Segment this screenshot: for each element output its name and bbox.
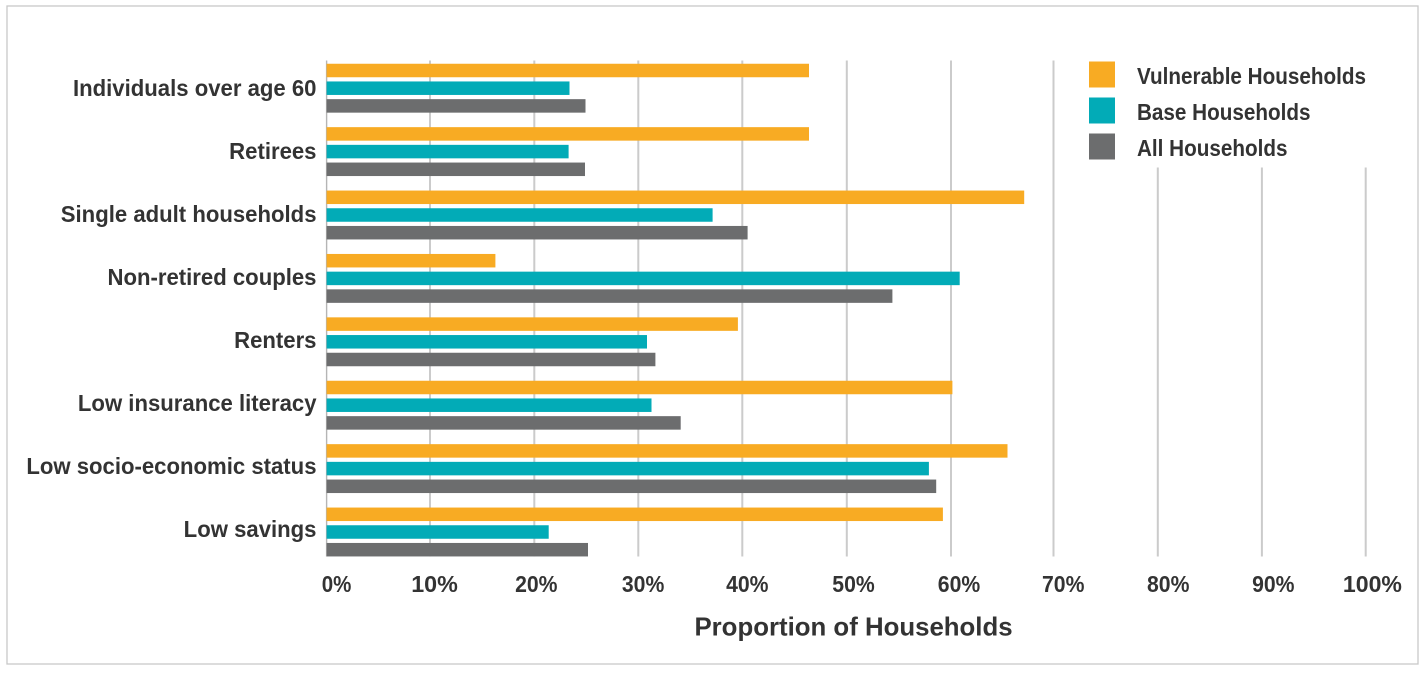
svg-text:Vulnerable Households: Vulnerable Households [1137,63,1366,89]
svg-text:20%: 20% [515,571,558,597]
svg-text:Single adult households: Single adult households [61,200,317,227]
svg-text:Non-retired couples: Non-retired couples [107,263,316,290]
svg-text:Renters: Renters [234,326,316,353]
svg-text:10%: 10% [411,571,458,597]
svg-text:30%: 30% [622,571,665,597]
svg-text:60%: 60% [938,571,981,597]
svg-text:80%: 80% [1147,571,1190,597]
svg-text:100%: 100% [1343,571,1402,597]
svg-text:0%: 0% [322,571,352,598]
svg-text:Low insurance literacy: Low insurance literacy [78,389,317,416]
svg-text:Low socio-economic status: Low socio-economic status [26,452,316,479]
svg-text:Base Households: Base Households [1137,99,1310,125]
svg-text:40%: 40% [726,571,769,597]
svg-text:90%: 90% [1252,571,1295,597]
svg-text:70%: 70% [1042,571,1085,597]
svg-text:Proportion of Households: Proportion of Households [694,614,1012,642]
svg-text:50%: 50% [832,571,875,597]
svg-text:All Households: All Households [1137,135,1287,161]
svg-text:Individuals over age 60: Individuals over age 60 [73,74,317,101]
svg-text:Retirees: Retirees [229,137,316,164]
svg-text:Low savings: Low savings [184,515,317,542]
